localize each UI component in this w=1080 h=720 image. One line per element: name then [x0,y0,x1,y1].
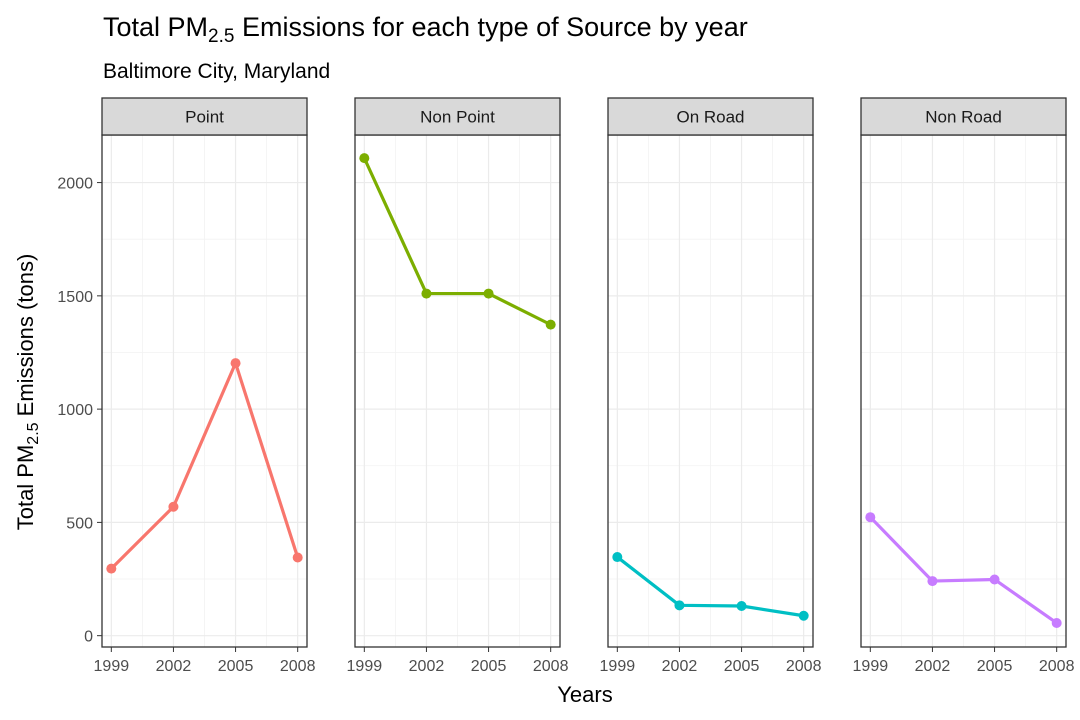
x-tick-label: 2005 [724,658,760,675]
series-line [362,156,553,327]
series-line [615,555,806,618]
x-tick-label: 2008 [533,658,569,675]
y-tick-label: 500 [66,515,93,532]
data-point [736,600,747,611]
facet-panel: Point 1999 2002 2005 2008 0 500 1000 1500 2000 [57,97,316,675]
series-line [109,361,300,571]
chart-title-subscript: 2.5 [208,26,234,47]
facet-strip-label: Non Road [925,108,1002,127]
data-point [359,153,370,164]
facet-strip-label: On Road [676,108,744,127]
x-tick-label: 2005 [977,658,1013,675]
facet-strip-label: Point [185,108,224,127]
x-axis-title: Years [557,682,612,707]
series-line [868,515,1059,625]
x-tick-label: 2008 [1039,658,1075,675]
data-point [674,600,685,611]
data-point [612,552,623,563]
chart-title-suffix: Emissions for each type of Source by yea… [234,12,747,42]
x-tick-label: 1999 [853,658,889,675]
x-tick-label: 2008 [786,658,822,675]
x-tick-label: 2002 [662,658,698,675]
facet-panel: On Road 1999 2002 2005 2008 [600,97,822,675]
y-axis-title: Total PM2.5 Emissions (tons) [13,254,42,531]
facet-strip [101,97,308,136]
data-point [1051,617,1062,628]
data-point [989,574,1000,585]
x-tick-label: 1999 [600,658,636,675]
data-point [292,552,303,563]
x-tick-label: 2008 [280,658,316,675]
y-tick-label: 0 [84,629,93,646]
y-tick-label: 2000 [57,176,93,193]
y-tick-label: 1000 [57,402,93,419]
x-tick-label: 2005 [218,658,254,675]
facet-strip [860,97,1067,136]
chart-title-prefix: Total PM [103,12,208,42]
data-point [865,512,876,523]
facet-strip [607,97,814,136]
x-tick-label: 1999 [94,658,130,675]
facet-panel: Non Point 1999 2002 2005 2008 [347,97,569,675]
x-tick-label: 2002 [915,658,951,675]
y-axis-title-subscript: 2.5 [25,422,42,444]
facet-panels: Point 1999 2002 2005 2008 0 500 1000 1500 2000 Non… [57,97,1075,675]
data-point [421,288,432,299]
y-axis-title-prefix: Total PM [13,445,38,531]
facet-panel: Non Road 1999 2002 2005 2008 [853,97,1075,675]
x-tick-label: 1999 [347,658,383,675]
data-point [483,288,494,299]
data-point [106,563,117,574]
data-point [798,610,809,621]
data-point [545,319,556,330]
x-tick-label: 2005 [471,658,507,675]
facet-strip [354,97,561,136]
data-point [927,576,938,587]
chart-subtitle: Baltimore City, Maryland [103,60,330,83]
y-axis-title-suffix: Emissions (tons) [13,254,38,423]
data-point [168,501,179,512]
data-point [230,358,241,369]
x-tick-label: 2002 [156,658,192,675]
chart-title: Total PM2.5 Emissions for each type of S… [103,12,748,47]
facet-strip-label: Non Point [420,108,495,127]
x-tick-label: 2002 [409,658,445,675]
y-tick-label: 1500 [57,289,93,306]
